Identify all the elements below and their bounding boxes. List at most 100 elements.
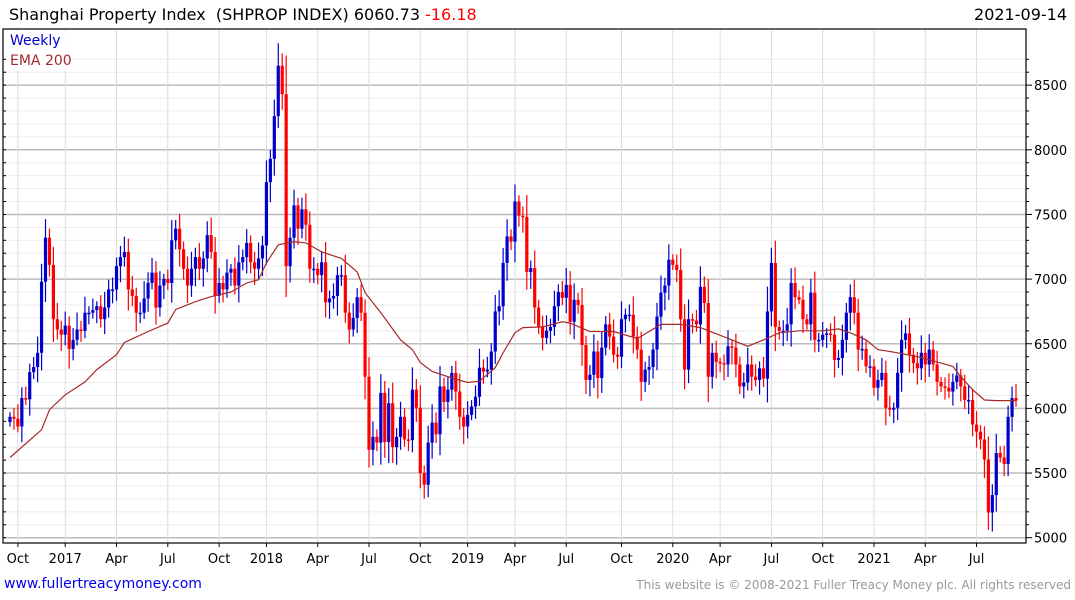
candle-body [438,386,442,435]
candle-body [967,399,971,402]
candle-body [844,312,848,340]
candle-body [371,436,375,450]
candle-body [363,312,367,377]
candle-body [442,386,446,402]
candle-body [252,262,257,269]
candle-body [87,312,91,315]
candle-body [280,65,284,95]
candle-body [619,319,624,357]
candle-body [493,311,497,352]
candle-body [138,312,142,315]
candle-body [154,272,158,308]
candle-body [320,262,324,276]
candle-body [264,182,269,246]
candle-body [59,329,63,335]
candle-body [237,262,241,286]
y-tick-label: 6500 [1034,338,1067,353]
candle-body [608,324,612,337]
candle-body [947,387,951,392]
candle-body [391,403,395,448]
legend-weekly: Weekly [10,33,61,49]
y-tick-label: 7000 [1034,273,1067,288]
candle-body [36,352,40,368]
candle-body [694,320,699,325]
candle-body [963,386,967,400]
candle-body [919,352,923,369]
candle-body [781,330,785,333]
candle-body [698,286,702,325]
x-tick-label: Apr [709,552,732,567]
candle-body [596,351,600,379]
candle-body [434,422,438,435]
candle-body [75,329,79,340]
candle-body [174,228,178,241]
candle-body [466,414,470,427]
candle-body [683,319,687,370]
candle-body [197,257,201,269]
candle-body [343,275,347,313]
candle-body [576,299,580,305]
candle-body [477,367,482,397]
candle-body [809,292,813,325]
candle-body [584,345,588,380]
candle-body [832,334,837,360]
candle-body [615,354,620,357]
candle-body [888,407,892,410]
copyright-notice: This website is © 2008-2021 Fuller Treac… [636,578,1071,592]
candle-body [726,346,730,365]
candle-body [335,275,340,296]
candle-body [473,396,478,407]
candle-body [410,389,414,441]
candle-body [158,285,162,308]
candle-body [91,310,95,313]
candle-body [896,372,900,408]
candle-body [907,333,912,355]
candle-body [821,334,825,340]
candle-body [387,403,391,443]
candle-body [1010,398,1014,417]
x-tick-label: Apr [914,552,937,567]
x-tick-label: Oct [610,552,632,567]
candle-body [454,372,458,392]
candle-body [955,375,959,382]
candle-body [24,398,28,400]
candle-body [47,237,52,265]
candle-body [134,295,138,313]
candle-body [32,367,36,373]
candle-body [241,257,245,263]
candle-body [489,351,493,370]
index-ticker: (SHPROP INDEX) [215,5,349,24]
candle-body [884,372,888,408]
x-tick-label: 2019 [451,552,484,567]
candle-body [686,319,691,370]
candle-body [651,349,655,368]
candle-body [864,348,868,367]
candle-body [828,333,833,335]
candle-body [107,289,111,308]
candle-body [122,251,127,258]
candle-body [572,299,576,322]
candle-body [383,392,387,443]
x-tick-label: 2017 [49,552,82,567]
candle-body [848,297,852,313]
candle-body [300,209,304,229]
candle-body [663,285,667,293]
candle-body [856,312,860,350]
candle-body [540,326,545,338]
candle-body [552,306,557,327]
candle-body [398,416,403,437]
website-link[interactable]: www.fullertreacymoney.com [4,576,202,592]
candle-body [406,439,411,441]
candle-body [39,281,44,353]
candle-body [773,262,777,327]
candle-body [166,279,170,283]
candle-body [533,268,537,308]
candle-body [679,270,683,320]
x-tick-label: Apr [504,552,527,567]
candle-body [990,495,994,513]
candle-body [213,251,217,296]
chart-date: 2021-09-14 [974,5,1067,24]
chart-title: Shanghai Property Index (SHPROP INDEX) 6… [9,5,477,24]
y-tick-label: 8000 [1034,144,1067,159]
candle-body [659,292,663,317]
